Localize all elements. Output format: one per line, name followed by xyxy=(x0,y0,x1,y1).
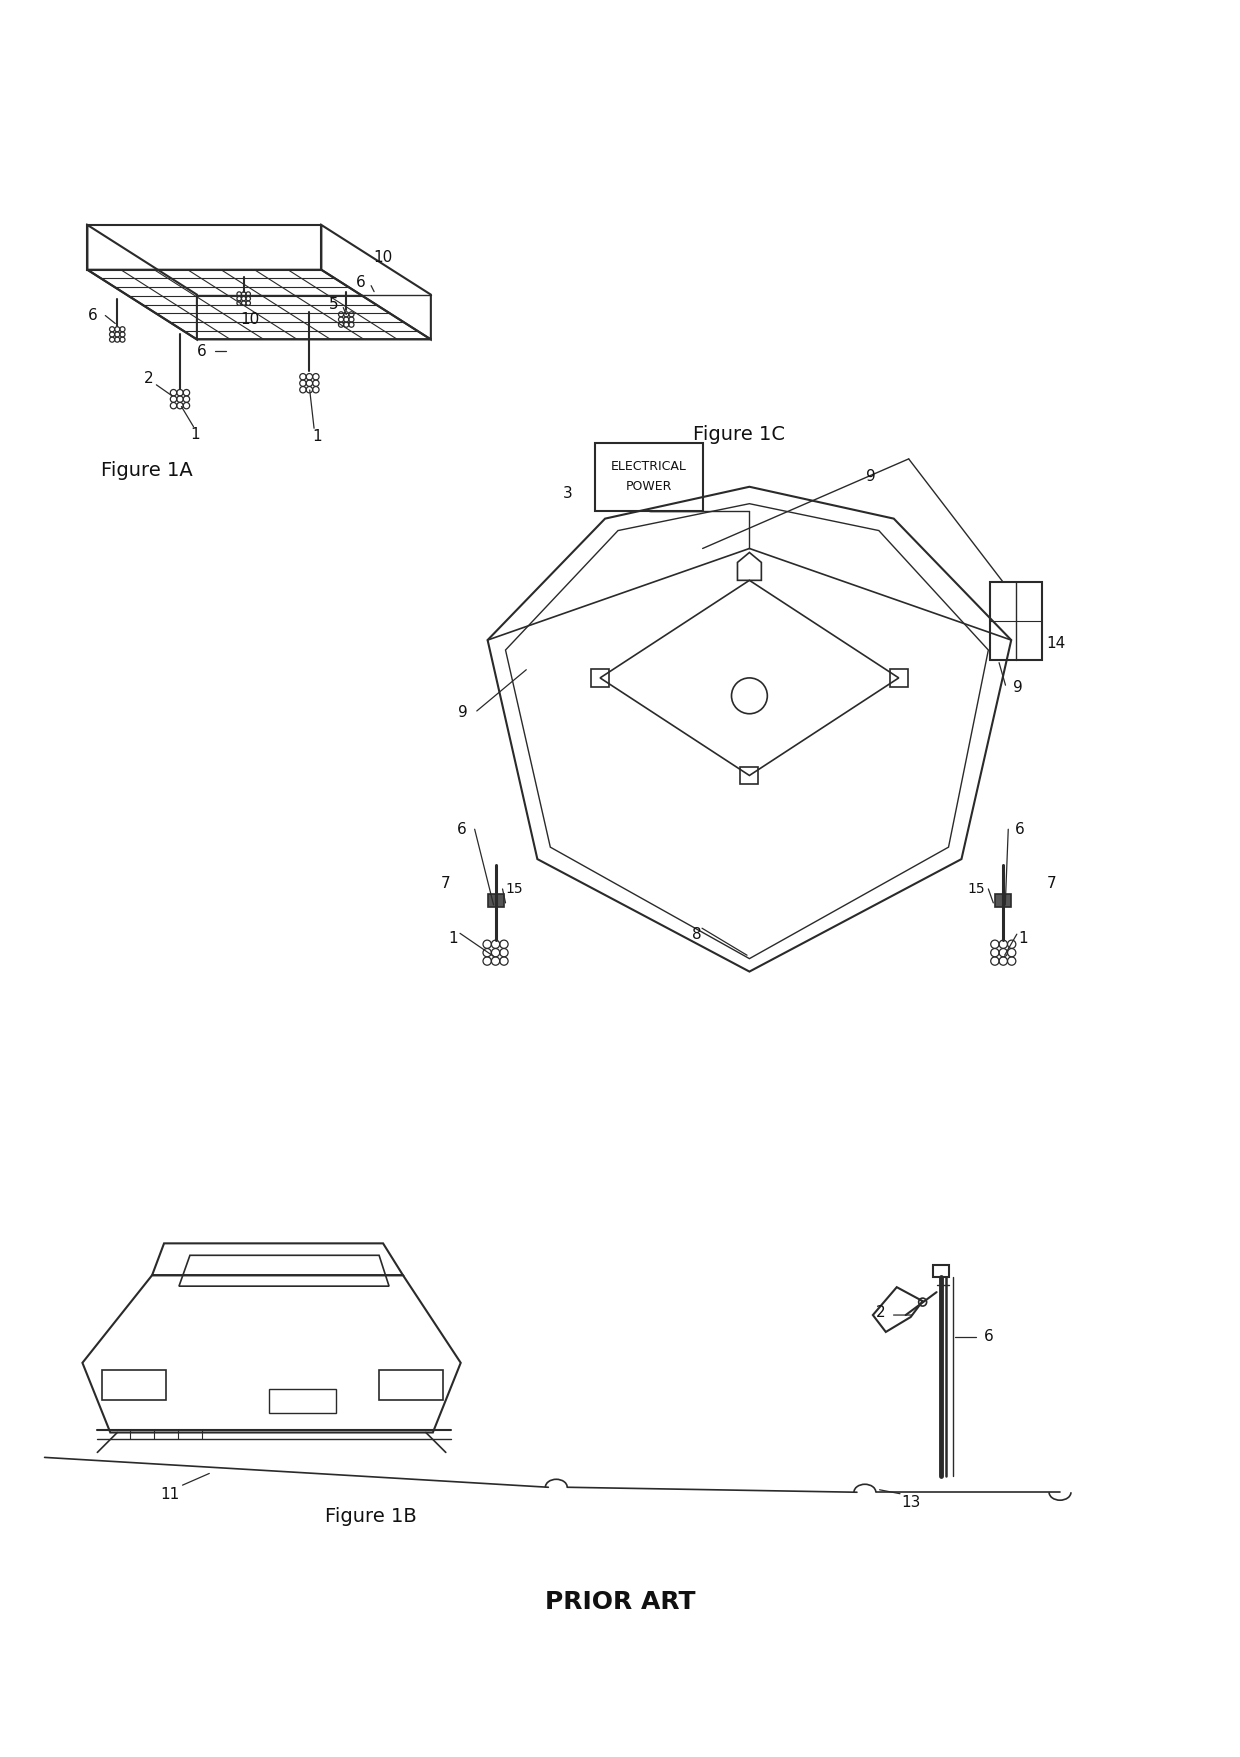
Text: 6: 6 xyxy=(983,1330,993,1344)
Text: 11: 11 xyxy=(160,1486,180,1502)
Text: 2: 2 xyxy=(144,371,154,387)
Bar xyxy=(595,443,703,511)
Text: 9: 9 xyxy=(458,705,467,720)
Text: POWER: POWER xyxy=(626,480,672,494)
Text: 13: 13 xyxy=(901,1495,920,1509)
Text: 15: 15 xyxy=(506,882,523,896)
Text: 2: 2 xyxy=(875,1304,885,1320)
Text: PRIOR ART: PRIOR ART xyxy=(544,1590,696,1613)
Text: 14: 14 xyxy=(1047,636,1065,650)
Text: 6: 6 xyxy=(456,822,466,836)
Text: 1: 1 xyxy=(190,427,200,441)
Text: 8: 8 xyxy=(692,928,702,942)
Bar xyxy=(996,894,1012,907)
Text: Figure 1A: Figure 1A xyxy=(102,462,193,480)
Text: 3: 3 xyxy=(563,487,572,501)
Text: 6: 6 xyxy=(356,276,366,290)
Bar xyxy=(103,1370,166,1400)
Bar xyxy=(379,1370,443,1400)
Text: 6: 6 xyxy=(197,344,207,358)
Text: 9: 9 xyxy=(866,469,875,485)
Text: ELECTRICAL: ELECTRICAL xyxy=(611,460,687,473)
Bar xyxy=(269,1388,336,1413)
Bar xyxy=(991,582,1042,661)
Text: Figure 1C: Figure 1C xyxy=(693,425,785,443)
Text: 1: 1 xyxy=(448,931,458,947)
Text: 5: 5 xyxy=(329,297,339,313)
Text: 7: 7 xyxy=(441,877,450,891)
Text: 6: 6 xyxy=(1016,822,1025,836)
Bar xyxy=(487,894,503,907)
Text: 7: 7 xyxy=(1048,877,1056,891)
Text: 1: 1 xyxy=(312,429,322,445)
Text: 9: 9 xyxy=(1013,680,1023,696)
Bar xyxy=(932,1265,949,1277)
Text: 15: 15 xyxy=(967,882,986,896)
Text: 10: 10 xyxy=(241,313,259,327)
Text: 10: 10 xyxy=(373,249,393,265)
Text: 1: 1 xyxy=(1018,931,1028,947)
Text: 6: 6 xyxy=(88,307,97,323)
Text: Figure 1B: Figure 1B xyxy=(325,1508,417,1525)
